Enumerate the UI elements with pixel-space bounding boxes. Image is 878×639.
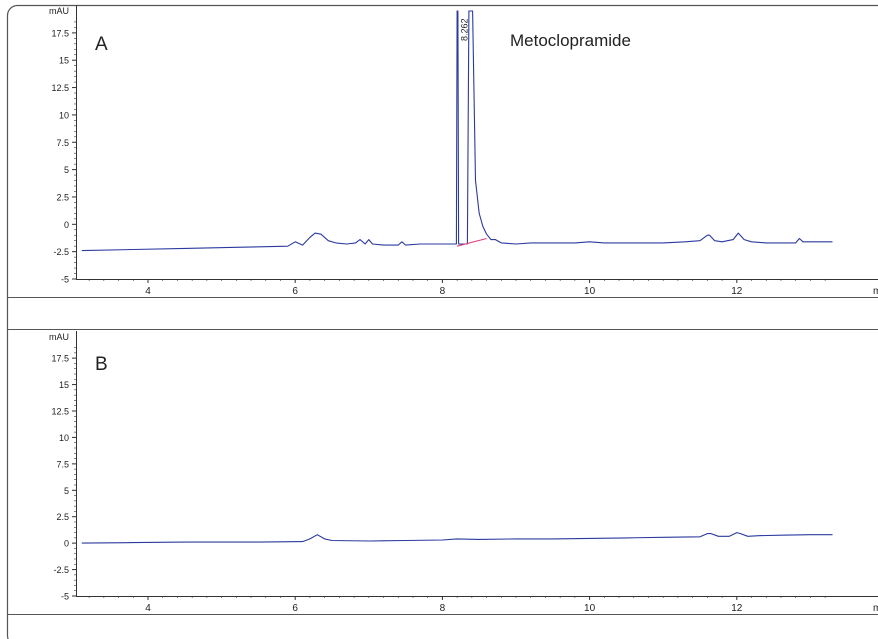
y-tick-label: 0 xyxy=(64,539,69,549)
x-tick-label: 12 xyxy=(731,286,743,297)
x-tick-label: 10 xyxy=(584,603,596,614)
y-tick-label: 10 xyxy=(59,110,69,120)
y-tick-label: 12.5 xyxy=(51,83,69,93)
x-tick-label: 4 xyxy=(145,286,151,297)
y-axis-unit-label: mAU xyxy=(49,6,69,16)
chromatogram-panel-b: -5 -2.5 0 2.5 5 7.5 10 12.5 15 17.5 mAU 4 6 8 10 12 m B xyxy=(49,331,878,614)
x-tick-label: 8 xyxy=(440,286,446,297)
peak-retention-time-label: 8.262 xyxy=(460,18,470,41)
y-tick-label: 2.5 xyxy=(56,512,69,522)
chromatogram-trace xyxy=(81,10,833,252)
y-tick-label: 7.5 xyxy=(56,138,69,148)
chromatogram-trace xyxy=(81,532,833,544)
x-tick-label: 6 xyxy=(292,603,298,614)
x-tick-label: 12 xyxy=(731,603,743,614)
x-axis-unit-label: m xyxy=(873,603,878,614)
x-tick-label: 10 xyxy=(584,286,596,297)
y-tick-label: 2.5 xyxy=(56,192,69,202)
y-tick-label: 7.5 xyxy=(56,459,69,469)
x-tick-label: 4 xyxy=(145,603,151,614)
y-tick-label: -5 xyxy=(61,275,69,285)
peak-annotation: Metoclopramide xyxy=(510,31,631,50)
figure-border xyxy=(6,4,878,639)
panel-label: B xyxy=(95,354,108,375)
y-tick-label: 12.5 xyxy=(51,407,69,417)
y-tick-label: 10 xyxy=(59,433,69,443)
integration-baseline xyxy=(456,237,487,247)
x-axis-unit-label: m xyxy=(873,286,878,297)
x-tick-label: 8 xyxy=(440,603,446,614)
panel-label: A xyxy=(95,34,108,55)
chromatogram-panel-a: -5 -2.5 0 2.5 5 7.5 10 12.5 15 17.5 mAU 4 6 8 10 12 m A Me… xyxy=(49,5,878,297)
y-tick-label: 17.5 xyxy=(51,354,69,364)
y-tick-label: -5 xyxy=(61,592,69,602)
y-axis-unit-label: mAU xyxy=(49,332,69,342)
y-tick-label: 15 xyxy=(59,56,69,66)
x-tick-label: 6 xyxy=(292,286,298,297)
y-tick-label: -2.5 xyxy=(53,247,69,257)
y-tick-label: 5 xyxy=(64,486,69,496)
y-tick-label: 15 xyxy=(59,380,69,390)
y-tick-label: 17.5 xyxy=(51,28,69,38)
y-tick-label: 5 xyxy=(64,165,69,175)
y-tick-label: -2.5 xyxy=(53,565,69,575)
y-tick-label: 0 xyxy=(64,220,69,230)
